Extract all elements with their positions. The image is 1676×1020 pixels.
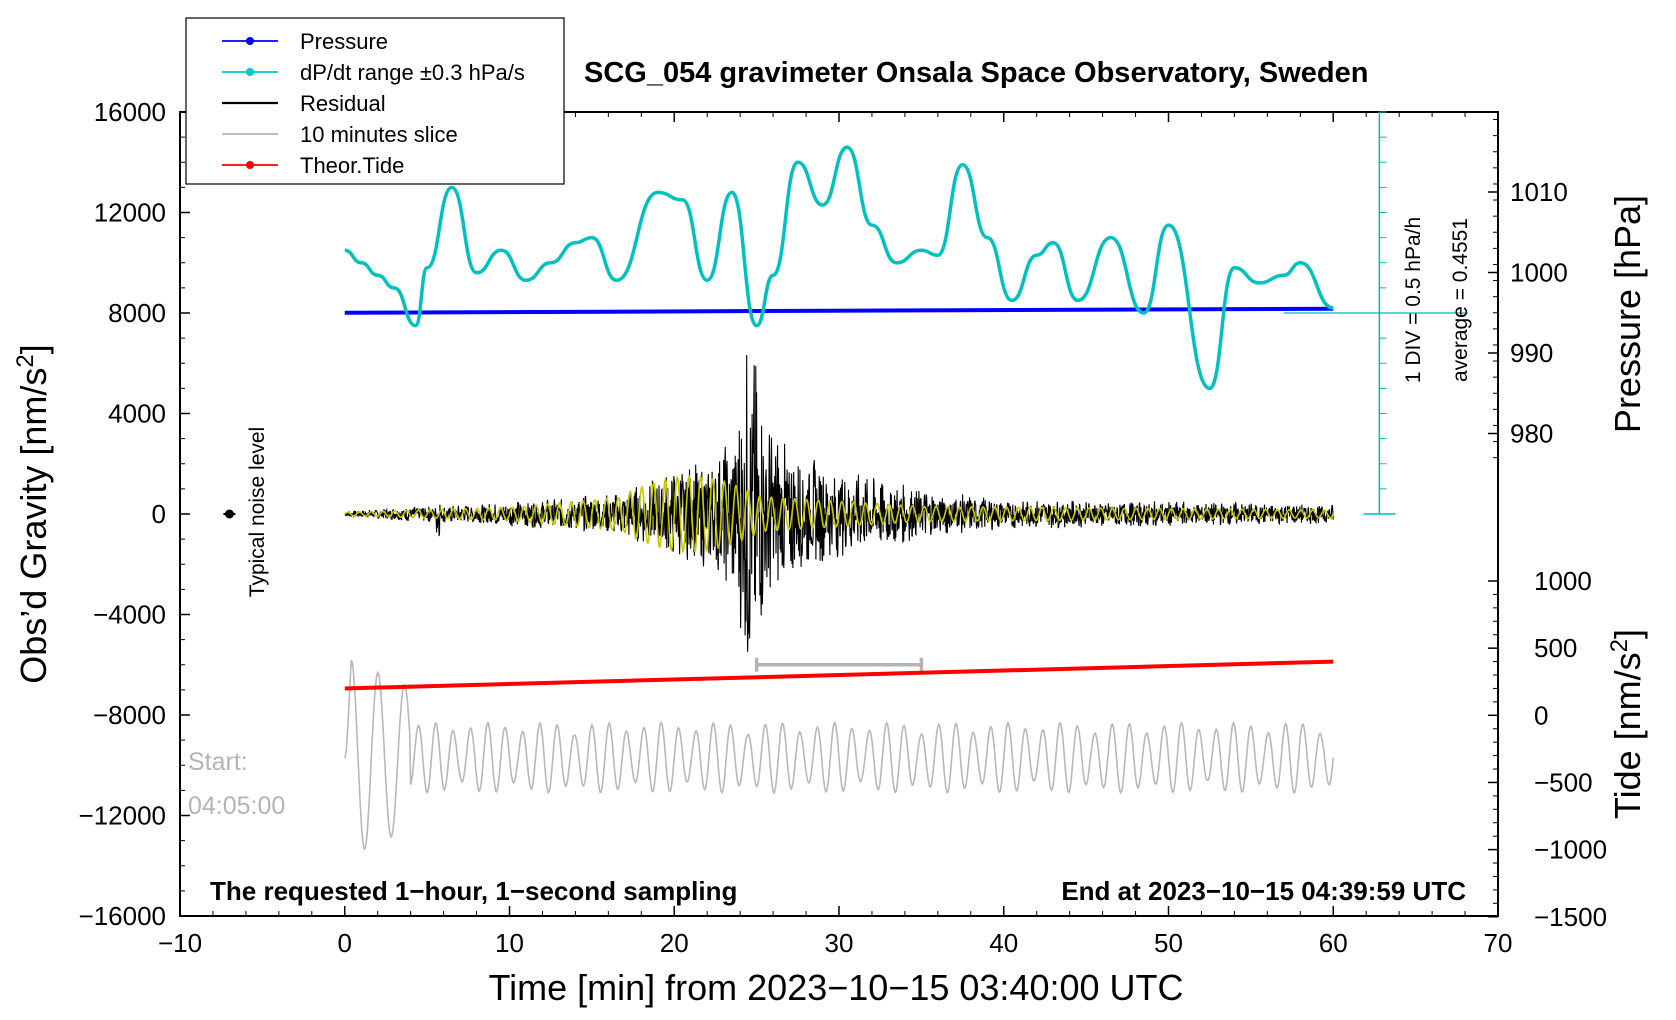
x-axis-label: Time [min] from 2023−10−15 03:40:00 UTC <box>488 967 1183 1008</box>
pressure-tick-label: 990 <box>1510 338 1553 368</box>
y-tick-label: −12000 <box>79 801 166 831</box>
y-tick-label: 16000 <box>94 97 166 127</box>
tide-tick-label: −500 <box>1534 767 1593 797</box>
pressure-tick-label: 1000 <box>1510 258 1568 288</box>
y-tick-label: −4000 <box>93 600 166 630</box>
y-axis-label-end: ] <box>13 344 54 354</box>
filtered-series-line <box>344 474 1335 554</box>
x-tick-label: 10 <box>495 928 524 958</box>
tide-tick-label: −1000 <box>1534 835 1607 865</box>
x-tick-label: 30 <box>825 928 854 958</box>
pressure-scale-note-1: 1 DIV = 0.5 hPa/h <box>1402 217 1425 383</box>
legend: Pressure dP/dt range ±0.3 hPa/s Residual 10… <box>185 17 565 185</box>
legend-items: Pressure dP/dt range ±0.3 hPa/s Residual 10… <box>222 29 525 178</box>
tide-tick-label: 500 <box>1534 633 1577 663</box>
noise-level-label: Typical noise level <box>246 427 269 597</box>
tide-axis-label: Tide [nm/s2] <box>1606 629 1649 819</box>
y-tick-label: −16000 <box>79 901 166 931</box>
x-tick-label: 70 <box>1484 928 1513 958</box>
y-tick-label: 4000 <box>108 399 166 429</box>
y-axis-label-sup: 2 <box>12 354 39 367</box>
x-tick-label: 50 <box>1154 928 1183 958</box>
y-tick-label: 0 <box>152 499 166 529</box>
tide-axis-label-sup: 2 <box>1606 639 1633 652</box>
tide-axis-label-end: ] <box>1607 629 1648 639</box>
x-tick-label: 60 <box>1319 928 1348 958</box>
legend-label: Pressure <box>300 29 388 54</box>
y-axis-label: Obs’d Gravity [nm/s2] <box>12 344 55 683</box>
tide-tick-label: 1000 <box>1534 566 1592 596</box>
tide-series-line <box>344 659 1334 691</box>
bottom-left-note: The requested 1−hour, 1−second sampling <box>210 876 737 906</box>
pressure-axis-label: Pressure [hPa] <box>1607 195 1648 433</box>
legend-label: Theor.Tide <box>300 153 404 178</box>
y-tick-label: 12000 <box>94 198 166 228</box>
x-tick-label: 40 <box>989 928 1018 958</box>
pressure-tick-label: 1010 <box>1510 177 1568 207</box>
dpdt-series-line <box>344 145 1334 391</box>
residual-series-line <box>344 354 1334 652</box>
legend-marker <box>246 37 254 45</box>
pressure-scale-note-2: average = 0.4551 <box>1449 218 1472 382</box>
legend-box <box>185 17 565 185</box>
legend-label: Residual <box>300 91 386 116</box>
tide-tick-label: −1500 <box>1534 902 1607 932</box>
x-tick-label: 0 <box>338 928 352 958</box>
chart-title: SCG_054 gravimeter Onsala Space Observat… <box>584 57 1368 89</box>
legend-marker <box>246 68 254 76</box>
y-tick-label: 8000 <box>108 298 166 328</box>
bottom-right-note: End at 2023−10−15 04:39:59 UTC <box>1061 876 1466 906</box>
pressure-series-line <box>344 306 1334 315</box>
labels-layer: −10 0 10 20 30 40 50 60 70 16000 12000 8000 4000 0 −40… <box>79 97 1608 958</box>
legend-label: 10 minutes slice <box>300 122 458 147</box>
legend-label: dP/dt range ±0.3 hPa/s <box>300 60 525 85</box>
tide-axis-label-main: Tide [nm/s <box>1607 652 1648 819</box>
series-layer <box>223 111 1468 851</box>
legend-marker <box>246 161 254 169</box>
start-label: Start: <box>188 748 248 776</box>
x-tick-label: 20 <box>660 928 689 958</box>
tide-tick-label: 0 <box>1534 700 1548 730</box>
start-time-label: 04:05:00 <box>188 792 285 820</box>
y-axis-label-main: Obs’d Gravity [nm/s <box>13 368 54 684</box>
slice-series-line <box>344 659 1335 851</box>
y-tick-label: −8000 <box>93 700 166 730</box>
x-tick-label: −10 <box>158 928 202 958</box>
pressure-tick-label: 980 <box>1510 419 1553 449</box>
